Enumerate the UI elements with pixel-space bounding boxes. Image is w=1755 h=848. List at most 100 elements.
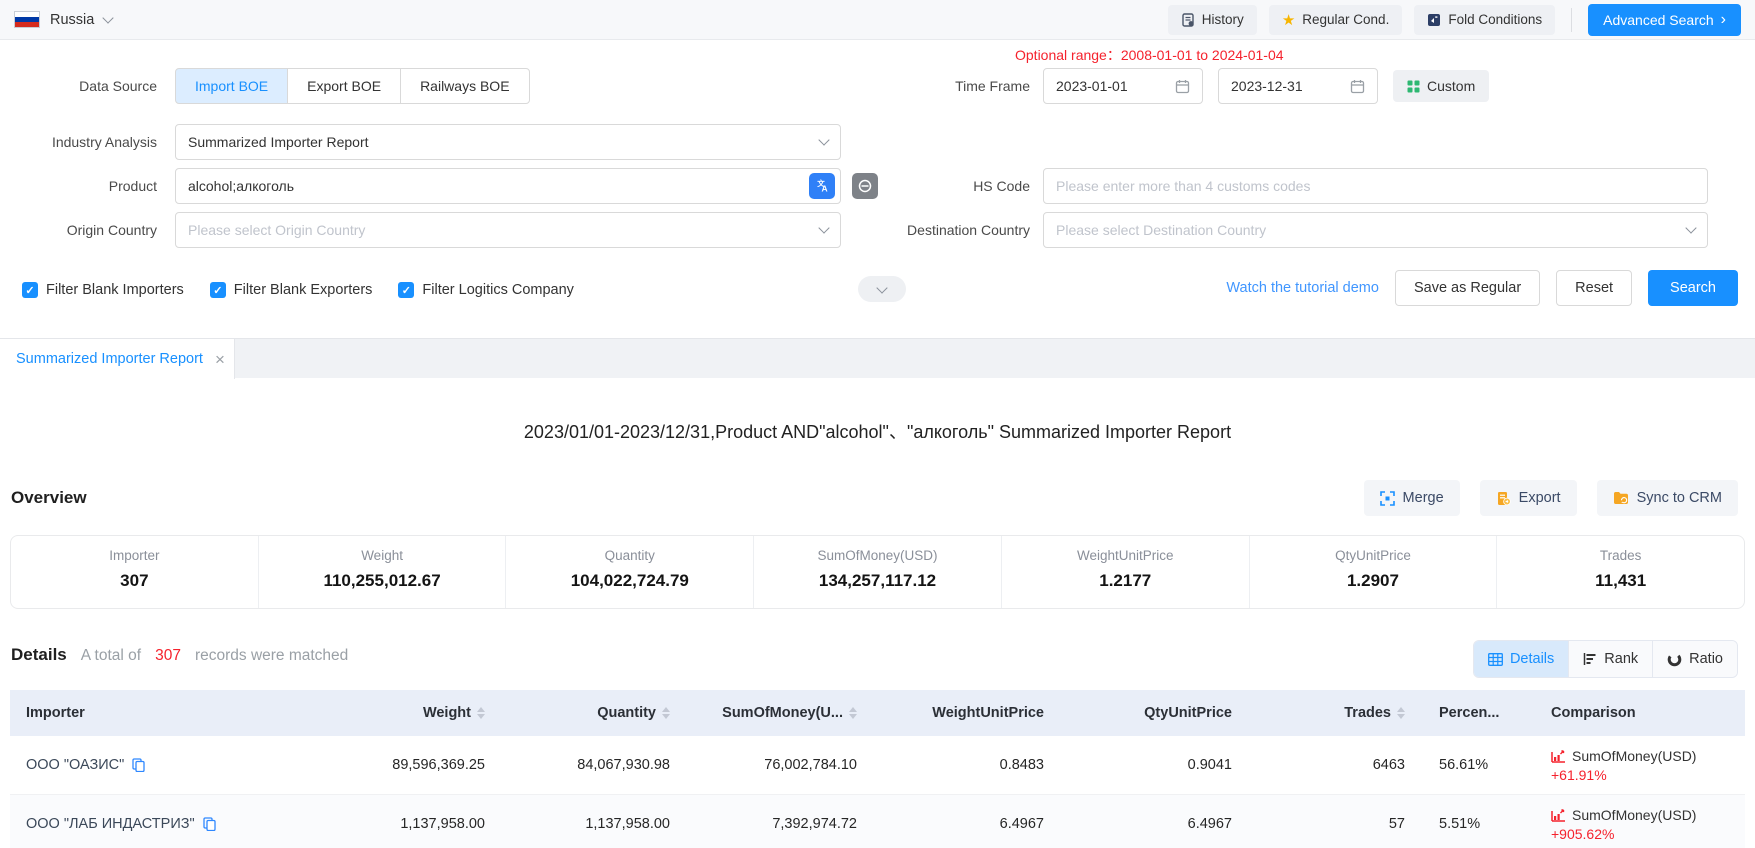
chevron-down-icon [1685, 222, 1697, 234]
tab-summarized-importer-report[interactable]: Summarized Importer Report × [0, 339, 235, 379]
svg-text:A: A [822, 184, 828, 194]
chevron-down-icon[interactable] [102, 11, 114, 24]
trend-chart-icon [1551, 749, 1566, 763]
stat-qty-unit-price: QtyUnitPrice 1.2907 [1248, 536, 1497, 608]
fold-conditions-button[interactable]: Fold Conditions [1414, 4, 1556, 35]
col-sum-of-money[interactable]: SumOfMoney(U... [688, 705, 875, 721]
col-quantity[interactable]: Quantity [503, 705, 688, 721]
optional-range-text: Optional range：2008-01-01 to 2024-01-04 [1015, 47, 1284, 63]
weight-value: 1,137,958.00 [400, 816, 485, 832]
close-icon[interactable]: × [214, 349, 225, 369]
tab-export-boe[interactable]: Export BOE [287, 68, 402, 104]
industry-analysis-label: Industry Analysis [51, 134, 157, 150]
time-frame-label: Time Frame [955, 78, 1030, 94]
comparison-cell: SumOfMoney(USD) +61.91% [1535, 748, 1745, 783]
folder-sync-icon [1613, 491, 1629, 505]
copy-icon[interactable] [132, 758, 145, 772]
qty-unit-price-value: 0.9041 [1187, 757, 1232, 773]
sort-icon[interactable] [1397, 707, 1405, 719]
result-tab-strip: Summarized Importer Report × [0, 338, 1755, 379]
reset-button[interactable]: Reset [1556, 270, 1633, 306]
export-icon [1496, 491, 1511, 506]
stat-importer: Importer 307 [109, 548, 160, 590]
sum-of-money-value: 76,002,784.10 [764, 757, 857, 773]
filter-logitics-company-checkbox[interactable]: ✓ Filter Logitics Company [398, 282, 574, 298]
history-icon [1181, 12, 1195, 27]
custom-range-button[interactable]: Custom [1393, 70, 1490, 102]
calendar-icon [1350, 79, 1365, 94]
importer-name-link[interactable]: ООО "ЛАБ ИНДАСТРИЗ" [26, 816, 195, 832]
data-source-tabs: Import BOE Export BOE Railways BOE [175, 68, 530, 104]
hs-code-input-wrap [1043, 168, 1708, 204]
view-rank-button[interactable]: Rank [1568, 641, 1653, 677]
col-percentage[interactable]: Percen... [1439, 705, 1500, 721]
origin-country-label: Origin Country [66, 222, 157, 238]
comparison-cell: SumOfMoney(USD) +905.62% [1535, 807, 1745, 842]
chevron-down-icon [818, 134, 830, 146]
product-label: Product [108, 178, 157, 194]
product-input-wrap: 文A [175, 168, 841, 204]
col-weight-unit-price[interactable]: WeightUnitPrice [932, 705, 1044, 721]
chevron-right-icon: › [1720, 10, 1726, 28]
chevron-down-icon [818, 222, 830, 234]
col-comparison[interactable]: Comparison [1551, 705, 1636, 721]
top-bar: Russia History ★ Regular Cond. Fold Cond… [0, 0, 1755, 40]
sort-icon[interactable] [662, 707, 670, 719]
filter-checkbox-row: ✓ Filter Blank Importers ✓ Filter Blank … [22, 272, 574, 308]
copy-icon[interactable] [203, 817, 216, 831]
destination-country-select[interactable]: Please select Destination Country [1043, 212, 1708, 248]
col-importer[interactable]: Importer [26, 705, 85, 721]
collapse-form-button[interactable] [858, 276, 906, 302]
col-trades[interactable]: Trades [1250, 705, 1423, 721]
russia-flag-icon [14, 11, 40, 28]
details-title: Details [11, 645, 67, 664]
end-date-input[interactable]: 2023-12-31 [1218, 68, 1378, 104]
advanced-search-button[interactable]: Advanced Search › [1588, 3, 1741, 36]
filter-blank-exporters-checkbox[interactable]: ✓ Filter Blank Exporters [209, 282, 372, 298]
stat-weight-unit-price: WeightUnitPrice 1.2177 [1000, 536, 1249, 608]
view-details-button[interactable]: Details [1473, 641, 1569, 677]
product-input[interactable] [188, 178, 809, 194]
checkbox-checked-icon: ✓ [209, 282, 226, 298]
tab-railways-boe[interactable]: Railways BOE [400, 68, 530, 104]
country-selector-label[interactable]: Russia [50, 11, 95, 28]
stat-trades: Trades 11,431 [1496, 536, 1744, 608]
merge-button[interactable]: Merge [1363, 480, 1460, 516]
industry-analysis-select[interactable]: Summarized Importer Report [175, 124, 841, 160]
col-weight[interactable]: Weight [316, 705, 503, 721]
origin-country-select[interactable]: Please select Origin Country [175, 212, 841, 248]
save-as-regular-button[interactable]: Save as Regular [1394, 270, 1541, 306]
table-icon [1488, 652, 1503, 666]
tutorial-demo-link[interactable]: Watch the tutorial demo [1226, 280, 1379, 296]
col-qty-unit-price[interactable]: QtyUnitPrice [1144, 705, 1232, 721]
checkbox-checked-icon: ✓ [22, 282, 38, 298]
quantity-value: 84,067,930.98 [577, 757, 670, 773]
merge-icon [1379, 490, 1395, 506]
filter-blank-importers-checkbox[interactable]: ✓ Filter Blank Importers [22, 282, 184, 298]
export-button[interactable]: Export [1479, 480, 1577, 516]
comparison-metric: SumOfMoney(USD) [1572, 747, 1697, 764]
hs-code-label: HS Code [973, 178, 1030, 194]
qty-unit-price-value: 6.4967 [1187, 816, 1232, 832]
data-source-label: Data Source [79, 78, 157, 94]
importer-name-link[interactable]: ООО "ОАЗИС" [26, 757, 125, 773]
start-date-input[interactable]: 2023-01-01 [1043, 68, 1203, 104]
sync-to-crm-button[interactable]: Sync to CRM [1596, 480, 1738, 516]
sort-icon[interactable] [849, 707, 857, 719]
percentage-value: 56.61% [1439, 757, 1489, 773]
sort-icon[interactable] [477, 707, 485, 719]
overview-title: Overview [11, 488, 87, 507]
table-header-row: Importer Weight Quantity SumOfMoney(U...… [10, 690, 1745, 736]
checkbox-checked-icon: ✓ [398, 282, 415, 298]
tab-import-boe[interactable]: Import BOE [175, 68, 289, 104]
search-button[interactable]: Search [1648, 270, 1738, 306]
history-button[interactable]: History [1167, 4, 1257, 35]
regular-cond-button[interactable]: ★ Regular Cond. [1268, 4, 1403, 35]
exclude-translate-icon[interactable] [852, 173, 878, 199]
view-ratio-button[interactable]: Ratio [1652, 641, 1737, 677]
chevron-down-icon [876, 281, 888, 294]
stat-quantity: Quantity 104,022,724.79 [505, 536, 753, 608]
hs-code-input[interactable] [1056, 178, 1695, 194]
